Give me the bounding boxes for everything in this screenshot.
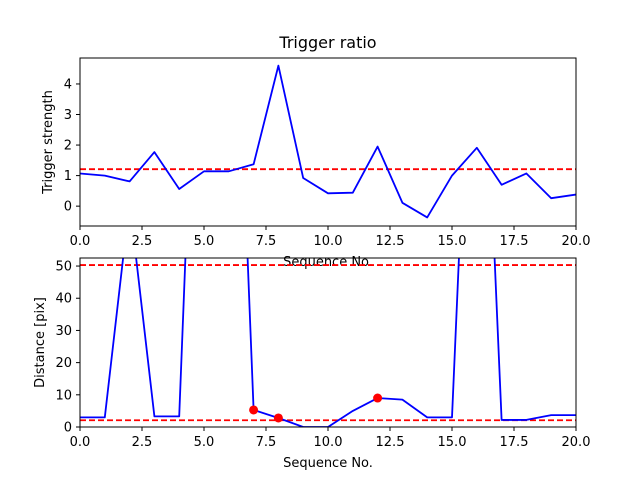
top-subplot: 0.0 2.5 5.0 7.5 10.0 12.5 15.0 17.5 20.0 0 1 2 3 4 Tri… [41,33,590,270]
x-axis-label: Sequence No. [283,255,373,270]
x-tick-label: 10.0 [314,234,343,249]
plot-area [80,258,576,427]
x-tick-label: 5.0 [194,435,215,450]
x-axis-label: Sequence No. [283,456,373,471]
x-tick-label: 20.0 [562,234,591,249]
x-tick-label: 17.5 [500,234,529,249]
y-axis-label: Trigger strength [41,90,56,195]
series-line-0 [80,258,576,427]
x-tick-label: 0.0 [70,234,91,249]
x-tick-label: 10.0 [314,435,343,450]
x-tick-label: 5.0 [194,234,215,249]
y-tick-label: 40 [55,292,72,307]
y-tick-label: 10 [55,388,72,403]
y-tick-label: 30 [55,324,72,339]
marker-point-2 [373,393,383,403]
y-tick-label: 0 [64,421,72,436]
y-tick-label: 3 [64,108,72,123]
y-tick-label: 2 [64,139,72,154]
y-tick-label: 20 [55,356,72,371]
y-tick-label: 4 [64,77,72,92]
marker-point-0 [249,405,259,415]
x-tick-label: 12.5 [376,234,405,249]
y-tick-label: 1 [64,169,72,184]
chart-title: Trigger ratio [278,33,376,52]
plot-area [80,64,576,219]
x-tick-label: 0.0 [70,435,91,450]
x-tick-label: 2.5 [132,435,153,450]
x-tick-label: 2.5 [132,234,153,249]
x-tick-label: 20.0 [562,435,591,450]
y-axis-label: Distance [pix] [33,297,48,388]
x-tick-label: 7.5 [256,234,277,249]
y-tick-label: 0 [64,200,72,215]
marker-point-1 [273,413,283,423]
x-tick-label: 12.5 [376,435,405,450]
bottom-subplot: 0.0 2.5 5.0 7.5 10.0 12.5 15.0 17.5 20.0 0 10 20 30 4… [33,257,591,471]
x-tick-label: 17.5 [500,435,529,450]
series-line-0 [80,64,576,219]
x-tick-label: 15.0 [438,234,467,249]
x-tick-label: 15.0 [438,435,467,450]
y-tick-label: 50 [55,260,72,275]
x-tick-label: 7.5 [256,435,277,450]
